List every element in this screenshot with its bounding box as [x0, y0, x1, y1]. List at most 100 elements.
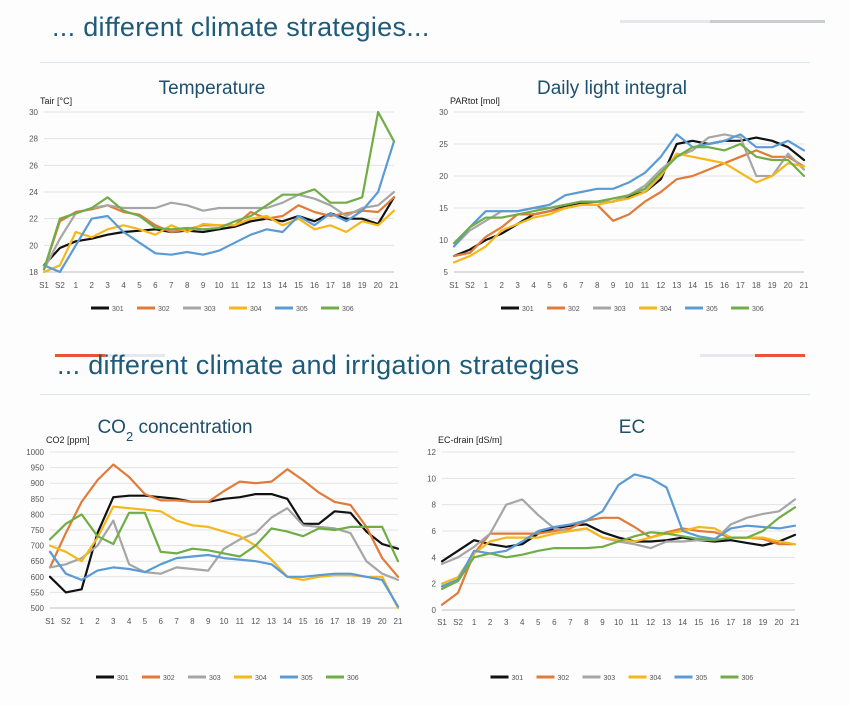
y-axis-label: PARtot [mol]: [450, 96, 500, 106]
x-tick-label: 17: [736, 281, 745, 290]
x-tick-label: 14: [283, 617, 292, 626]
y-axis-label: EC-drain [dS/m]: [438, 435, 502, 445]
x-tick-label: 11: [236, 617, 245, 626]
x-tick-label: 14: [678, 618, 687, 627]
legend-label-306: 306: [742, 675, 754, 682]
x-tick-label: 10: [614, 618, 623, 627]
x-tick-label: 16: [710, 618, 719, 627]
x-tick-label: 15: [704, 281, 713, 290]
legend-label-302: 302: [163, 675, 175, 682]
x-tick-label: 21: [390, 281, 399, 290]
series-line-303: [42, 190, 396, 271]
y-tick-label: 1000: [26, 448, 44, 457]
x-tick-label: 20: [378, 617, 387, 626]
series-line-306: [452, 142, 806, 245]
x-tick-label: 20: [784, 281, 793, 290]
y-tick-label: 0: [432, 606, 437, 615]
legend-label-305: 305: [301, 675, 313, 682]
chart-title: Daily light integral: [537, 78, 687, 99]
x-tick-label: 7: [568, 618, 573, 627]
y-tick-label: 10: [439, 236, 448, 245]
x-tick-label: 6: [159, 617, 164, 626]
x-tick-label: 7: [579, 281, 584, 290]
x-tick-label: 2: [500, 281, 505, 290]
legend-label-303: 303: [209, 675, 221, 682]
series-line-306: [48, 511, 400, 563]
x-tick-label: 19: [358, 281, 367, 290]
y-tick-label: 4: [432, 553, 437, 562]
series-line-305: [48, 550, 400, 608]
y-tick-label: 750: [31, 526, 45, 535]
section-heading-irrigation: ... different climate and irrigation str…: [57, 350, 580, 380]
legend-label-305: 305: [696, 675, 708, 682]
x-tick-label: 16: [310, 281, 319, 290]
series-line-306: [440, 506, 797, 590]
x-tick-label: 11: [231, 281, 240, 290]
x-tick-label: 14: [688, 281, 697, 290]
x-tick-label: 3: [515, 281, 520, 290]
x-tick-label: 10: [215, 281, 224, 290]
series-line-304: [48, 505, 400, 610]
x-tick-label: 20: [374, 281, 383, 290]
x-tick-label: 12: [246, 281, 255, 290]
y-tick-label: 5: [444, 268, 449, 277]
x-tick-label: 13: [262, 281, 271, 290]
x-tick-label: 12: [656, 281, 665, 290]
y-tick-label: 550: [31, 588, 45, 597]
x-tick-label: S1: [39, 281, 49, 290]
legend-label-306: 306: [342, 306, 354, 313]
x-tick-label: 5: [143, 617, 148, 626]
y-tick-label: 28: [29, 135, 38, 144]
x-tick-label: 1: [484, 281, 489, 290]
legend-label-302: 302: [568, 306, 580, 313]
section-rule-2: [40, 394, 810, 395]
chart-panel-temperature: Temperature Tair [°C] 18 20 22 24 26 28 30 S1 S2 1 2…: [12, 72, 412, 322]
series-line-305: [440, 473, 797, 588]
x-tick-label: 18: [742, 618, 751, 627]
chart-panel-ec: EC EC-drain [dS/m] 0 2 4 6 8 10 12 S1 S2 1 2 3 4 5 6 7 8 9 1…: [412, 405, 812, 695]
x-tick-label: 5: [137, 281, 142, 290]
legend-label-301: 301: [522, 306, 534, 313]
x-tick-label: 7: [174, 617, 179, 626]
section-heading-climate: ... different climate strategies...: [52, 12, 430, 42]
x-tick-label: 8: [595, 281, 600, 290]
x-tick-label: 2: [488, 618, 493, 627]
series-line-302: [452, 149, 806, 258]
x-tick-label: 21: [791, 618, 800, 627]
x-tick-label: 16: [720, 281, 729, 290]
grey-accent-bar-left: [105, 354, 165, 357]
legend-label-301: 301: [112, 306, 124, 313]
x-tick-label: S2: [453, 618, 463, 627]
legend-label-303: 303: [204, 306, 216, 313]
x-tick-label: 9: [600, 618, 605, 627]
x-tick-label: 5: [536, 618, 541, 627]
x-tick-label: 1: [472, 618, 477, 627]
top-accent-bar-dark: [710, 20, 825, 23]
x-tick-label: 18: [752, 281, 761, 290]
y-tick-label: 24: [29, 188, 38, 197]
chart-title: EC: [619, 417, 645, 438]
y-tick-label: 500: [31, 604, 45, 613]
legend-label-305: 305: [296, 306, 308, 313]
x-tick-label: 15: [299, 617, 308, 626]
series-line-305: [452, 133, 806, 248]
series-line-306: [42, 110, 396, 271]
x-tick-label: 4: [121, 281, 126, 290]
x-tick-label: 14: [278, 281, 287, 290]
x-tick-label: 4: [520, 618, 525, 627]
daily-light-integral-chart: Daily light integral PARtot [mol] 5 10 15 20 2…: [439, 78, 809, 313]
title-rest: concentration: [133, 417, 252, 438]
y-tick-label: 900: [31, 479, 45, 488]
x-tick-label: 13: [672, 281, 681, 290]
top-accent-bar: [620, 20, 710, 23]
x-tick-label: 9: [611, 281, 616, 290]
x-tick-label: S1: [449, 281, 459, 290]
legend-label-302: 302: [558, 675, 570, 682]
x-tick-label: 19: [758, 618, 767, 627]
y-tick-label: 600: [31, 573, 45, 582]
x-tick-label: 15: [294, 281, 303, 290]
y-tick-label: 15: [439, 204, 448, 213]
series-line-305: [42, 140, 396, 274]
y-tick-label: 800: [31, 510, 45, 519]
